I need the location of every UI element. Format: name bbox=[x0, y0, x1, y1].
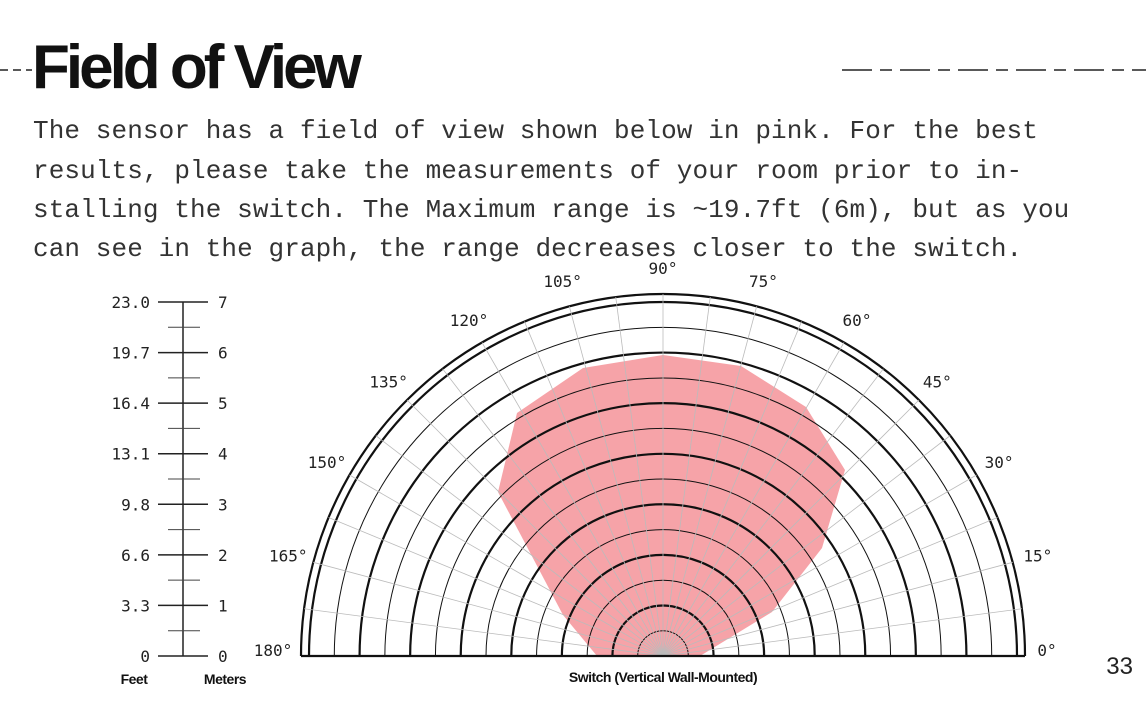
meters-label: 4 bbox=[218, 445, 228, 464]
feet-label: 23.0 bbox=[111, 293, 150, 312]
radial-line bbox=[568, 306, 664, 657]
angle-label: 60° bbox=[843, 311, 872, 330]
radial-line bbox=[375, 435, 664, 657]
angle-label: 45° bbox=[923, 373, 952, 392]
radial-line bbox=[615, 297, 664, 657]
radial-line bbox=[662, 517, 998, 657]
radial-line bbox=[662, 342, 845, 657]
radial-line bbox=[304, 608, 664, 657]
angle-label: 150° bbox=[308, 453, 347, 472]
feet-label: 6.6 bbox=[121, 546, 150, 565]
radial-line bbox=[349, 474, 664, 657]
body-line: results, please take the measurements of… bbox=[33, 156, 1022, 186]
angle-label: 0° bbox=[1037, 641, 1056, 660]
meters-label: 1 bbox=[218, 596, 228, 615]
angle-label: 30° bbox=[985, 453, 1014, 472]
radial-line bbox=[662, 435, 951, 657]
feet-label: 0 bbox=[140, 647, 150, 666]
angle-label: 135° bbox=[369, 373, 408, 392]
chart-caption: Switch (Vertical Wall-Mounted) bbox=[569, 669, 757, 685]
feet-title: Feet bbox=[121, 671, 149, 687]
page-number: 33 bbox=[1106, 653, 1133, 680]
radial-line bbox=[662, 368, 884, 657]
polar-chart bbox=[299, 292, 1027, 658]
angle-label: 90° bbox=[649, 259, 678, 278]
angle-label: 15° bbox=[1023, 547, 1052, 566]
body-line: stalling the switch. The Maximum range i… bbox=[33, 195, 1069, 225]
radial-line bbox=[662, 306, 758, 657]
meters-label: 7 bbox=[218, 293, 228, 312]
feet-label: 3.3 bbox=[121, 596, 150, 615]
feet-label: 19.7 bbox=[111, 344, 150, 363]
radial-line bbox=[662, 608, 1022, 657]
radial-line bbox=[524, 321, 664, 657]
body-line: The sensor has a field of view shown bel… bbox=[33, 116, 1038, 146]
angle-label: 105° bbox=[543, 272, 582, 291]
radial-line bbox=[662, 399, 920, 657]
meters-label: 0 bbox=[218, 647, 228, 666]
radial-line bbox=[481, 342, 664, 657]
angle-label: 180° bbox=[254, 641, 293, 660]
radial-line bbox=[662, 474, 977, 657]
radial-line bbox=[313, 561, 664, 657]
angle-label: 75° bbox=[749, 272, 778, 291]
page-title: Field of View bbox=[32, 33, 363, 102]
body-line: can see in the graph, the range decrease… bbox=[33, 234, 1022, 264]
meters-label: 3 bbox=[218, 495, 228, 514]
radial-line bbox=[662, 297, 711, 657]
meters-label: 6 bbox=[218, 344, 228, 363]
feet-label: 9.8 bbox=[121, 495, 150, 514]
radial-line bbox=[662, 321, 802, 657]
angle-label: 165° bbox=[269, 547, 308, 566]
feet-label: 16.4 bbox=[111, 394, 150, 413]
feet-label: 13.1 bbox=[111, 445, 150, 464]
angle-label: 120° bbox=[450, 311, 489, 330]
radial-line bbox=[442, 368, 664, 657]
radial-line bbox=[662, 561, 1013, 657]
radial-line bbox=[328, 517, 664, 657]
radial-line bbox=[406, 399, 664, 657]
meters-label: 2 bbox=[218, 546, 228, 565]
meters-label: 5 bbox=[218, 394, 228, 413]
meters-title: Meters bbox=[204, 671, 247, 687]
